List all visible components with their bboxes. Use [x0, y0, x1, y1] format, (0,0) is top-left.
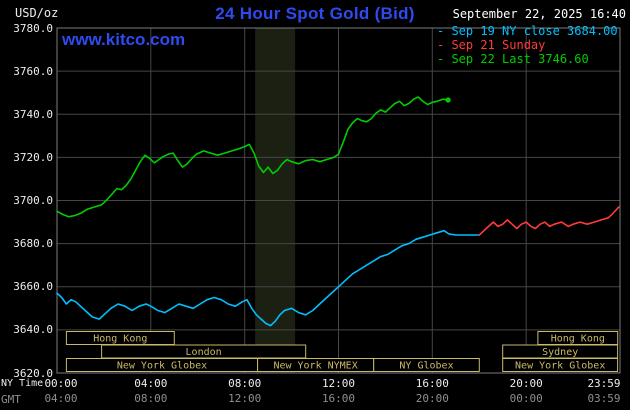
gmt-axis-label: GMT: [1, 393, 21, 406]
session-box: Sydney: [502, 344, 619, 359]
session-label: Sydney: [542, 347, 578, 358]
session-box: New York Globex: [65, 358, 259, 372]
x-tick-label-ny: 12:00: [321, 377, 356, 390]
x-tick-label-ny: 23:59: [587, 377, 621, 390]
session-box: New York Globex: [502, 358, 619, 372]
x-tick-label-gmt: 16:00: [321, 392, 356, 405]
plot-frame: [56, 27, 621, 374]
session-box: Hong Kong: [65, 331, 175, 345]
y-tick-label: 3780.0: [13, 21, 53, 35]
sep21-line: [478, 206, 620, 236]
x-tick-label-gmt: 03:59: [587, 392, 621, 405]
session-label: New York NYMEX: [273, 361, 357, 372]
sep22-last-marker: [445, 97, 451, 103]
y-tick-label: 3660.0: [13, 280, 53, 294]
x-tick-label-ny: 00:00: [44, 377, 78, 390]
session-label: New York Globex: [515, 361, 605, 372]
x-tick-label-ny: 04:00: [134, 377, 168, 390]
legend: - Sep 19 NY close 3684.00- Sep 21 Sunday…: [437, 24, 618, 66]
y-tick-label: 3640.0: [13, 323, 53, 337]
session-label: London: [186, 347, 222, 358]
y-axis-unit-label: USD/oz: [15, 6, 59, 20]
x-tick-label-gmt: 12:00: [228, 392, 262, 405]
x-tick-label-gmt: 04:00: [44, 392, 78, 405]
ny-time-axis-label: NY Time: [1, 378, 44, 389]
page-title: 24 Hour Spot Gold (Bid): [215, 4, 415, 23]
session-box: Hong Kong: [537, 331, 619, 345]
legend-item-sep21: - Sep 21 Sunday: [437, 38, 546, 52]
x-tick-label-gmt: 08:00: [134, 392, 168, 405]
kitco-watermark-link[interactable]: www.kitco.com: [62, 30, 186, 49]
session-label: New York Globex: [117, 361, 207, 372]
session-box: New York NYMEX: [257, 358, 375, 372]
session-box: NY Globex: [373, 358, 480, 372]
y-tick-label: 3740.0: [13, 107, 53, 121]
x-tick-label-gmt: 00:00: [509, 392, 543, 405]
y-tick-label: 3700.0: [13, 194, 53, 207]
session-box: London: [101, 344, 307, 359]
session-label: Hong Kong: [93, 334, 147, 345]
session-label: NY Globex: [399, 361, 453, 372]
sep22-line: [56, 96, 449, 218]
y-tick-label: 3720.0: [13, 150, 53, 164]
datetime-label: September 22, 2025 16:40: [452, 7, 626, 21]
y-tick-label: 3760.0: [13, 64, 53, 78]
x-tick-label-ny: 20:00: [509, 377, 543, 390]
y-tick-label: 3680.0: [13, 237, 53, 251]
x-tick-label-gmt: 20:00: [415, 392, 449, 405]
x-tick-label-ny: 08:00: [228, 377, 262, 390]
legend-item-sep22: - Sep 22 Last 3746.60: [437, 52, 589, 66]
session-label: Hong Kong: [551, 334, 605, 345]
legend-item-sep19: - Sep 19 NY close 3684.00: [437, 24, 618, 38]
y-tick-label: 3620.0: [13, 366, 53, 380]
x-tick-label-ny: 16:00: [415, 377, 449, 390]
sep19-line: [56, 229, 481, 327]
